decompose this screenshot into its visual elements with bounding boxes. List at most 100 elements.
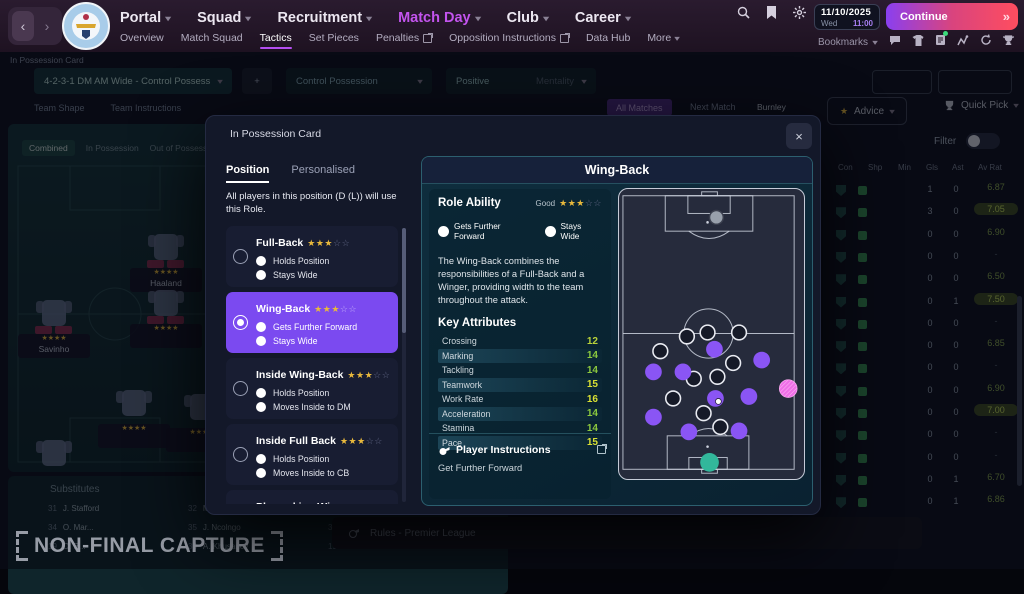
opponent-keeper-dot[interactable] [708,209,725,226]
history-nav: ‹ › [8,7,62,45]
role-option-wing-back[interactable]: Wing-Back ★★★☆☆ Gets Further Forward Stays … [226,292,398,353]
chevron-down-icon: ▾ [366,13,372,23]
gear-icon[interactable] [793,6,806,19]
attribute-row-pace: Pace 15 [438,435,602,450]
attribute-row-crossing: Crossing 12 [442,335,598,347]
player-instructions-label: Player Instructions [456,444,551,456]
trait-row: Stays Wide [256,270,392,280]
teammate-dot[interactable] [753,351,771,369]
close-icon: × [795,128,803,144]
radio-dot-icon [544,225,556,237]
tab-set-pieces[interactable]: Set Pieces [308,32,359,44]
club-badge[interactable] [62,2,110,50]
top-bar: ‹ › Portal ▾ Squad ▾ Recruitment ▾ Match Day ▾ C… [0,0,1024,52]
position-note: All players in this position (D (L)) wil… [226,191,397,215]
nav-club[interactable]: Club ▾ [506,10,549,26]
opponent-dot[interactable] [724,354,742,372]
instruction-dot-icon [256,402,266,412]
bookmark-icon[interactable] [766,6,777,19]
instruction-dot-icon [256,468,266,478]
nav-match-day[interactable]: Match Day ▾ [398,10,481,26]
tab-penalties[interactable]: Penalties [376,32,434,47]
tab-tactics[interactable]: Tactics [259,32,292,49]
tab-data-hub[interactable]: Data Hub [585,32,631,44]
news-icon[interactable] [935,31,949,51]
opponent-dot[interactable] [652,343,669,360]
continue-label: Continue [900,10,948,23]
teammate-dot[interactable] [730,422,748,440]
instruction-dot-icon [256,387,266,398]
capture-watermark: NON-FINAL CAPTURE [16,531,283,561]
opponent-dot[interactable] [678,328,696,345]
opponent-dot[interactable] [709,368,726,385]
trait-row: Holds Position [256,453,392,464]
nav-squad[interactable]: Squad ▾ [197,10,252,26]
instruction-dot-icon [256,336,266,346]
tab-more[interactable]: More ▾ [647,32,681,44]
nav-portal[interactable]: Portal ▾ [120,10,171,26]
teammate-dot[interactable] [645,408,662,426]
continue-button[interactable]: Continue » [886,3,1018,30]
role-option-full-back[interactable]: Full-Back ★★★☆☆ Holds Position Stays Wide [226,226,398,287]
instruction-badge-icon[interactable] [715,398,722,405]
sync-icon[interactable] [980,33,992,51]
role-description: The Wing-Back combines the responsibilit… [438,256,585,305]
game-date[interactable]: 11/10/2025 Wed 11:00 [814,4,880,30]
teammate-dot[interactable] [680,423,698,441]
tab-personalised[interactable]: Personalised [291,164,355,176]
teammate-dot[interactable] [674,363,692,381]
bookmarks-dropdown[interactable]: Bookmarks ▾ [818,36,878,48]
trait-row: Moves Inside to DM [256,402,392,412]
role-ability-rating: Good [535,198,556,208]
radio-icon[interactable] [233,248,248,264]
chevron-down-icon: ▾ [872,37,878,47]
opponent-dot[interactable] [712,418,729,436]
chevron-down-icon: ▾ [165,13,171,23]
chevron-down-icon: ▾ [474,13,481,23]
keeper-dot[interactable] [700,453,719,472]
chat-icon[interactable] [889,33,901,51]
nav-career[interactable]: Career ▾ [574,10,631,26]
role-option-playmaking-wing-back[interactable]: Playmaking Wing-Back★★★☆☆Moves Inside to… [226,490,398,504]
role-option-toggle-stays-wide[interactable]: Stays Wide [544,221,602,241]
tab-overview[interactable]: Overview [120,32,164,44]
nav-recruitment[interactable]: Recruitment ▾ [277,10,372,26]
attribute-row-acceleration: Acceleration 14 [438,406,602,421]
teammate-dot[interactable] [706,340,723,358]
opponent-dot[interactable] [664,390,682,407]
radio-dot-icon [438,225,449,237]
date-value: 11/10/2025 [821,7,872,18]
search-icon[interactable] [737,6,750,19]
tab-opposition-instructions[interactable]: Opposition Instructions [449,32,570,47]
selected-position-dot[interactable] [778,379,798,398]
close-button[interactable]: × [786,123,812,149]
trait-row: Gets Further Forward [256,321,392,332]
attribute-row-stamina: Stamina 14 [442,422,598,434]
radio-icon[interactable] [233,380,248,396]
radio-icon[interactable] [233,314,248,330]
back-button[interactable]: ‹ [12,11,34,41]
tab-position[interactable]: Position [226,164,270,183]
forward-button[interactable]: › [44,18,50,34]
role-option-inside-wing-back[interactable]: Inside Wing-Back ★★★☆☆ Holds Position Moves… [226,358,398,419]
external-link-icon [423,32,434,43]
opponent-dot[interactable] [730,324,748,341]
role-option-toggle-gets-further-forward[interactable]: Gets Further Forward [438,221,533,241]
teammate-dot[interactable] [707,390,724,407]
opponent-dot[interactable] [695,405,712,422]
shirt-icon[interactable] [912,33,924,51]
role-pitch [622,191,798,474]
player-instructions-value: Get Further Forward [438,463,523,473]
radio-icon[interactable] [233,446,248,462]
day-value: Wed [821,19,838,28]
external-link-icon[interactable] [597,441,607,459]
teammate-dot[interactable] [645,363,662,381]
role-list-scrollbar[interactable] [402,228,406,502]
trophy-icon[interactable] [1003,33,1015,51]
tab-match-squad[interactable]: Match Squad [180,32,243,44]
training-icon[interactable] [957,33,969,51]
teammate-dot[interactable] [740,388,758,405]
opponent-dot[interactable] [699,324,716,341]
role-option-inside-full-back[interactable]: Inside Full Back ★★★☆☆ Holds Position Moves… [226,424,398,485]
key-attributes-title: Key Attributes [438,317,517,329]
